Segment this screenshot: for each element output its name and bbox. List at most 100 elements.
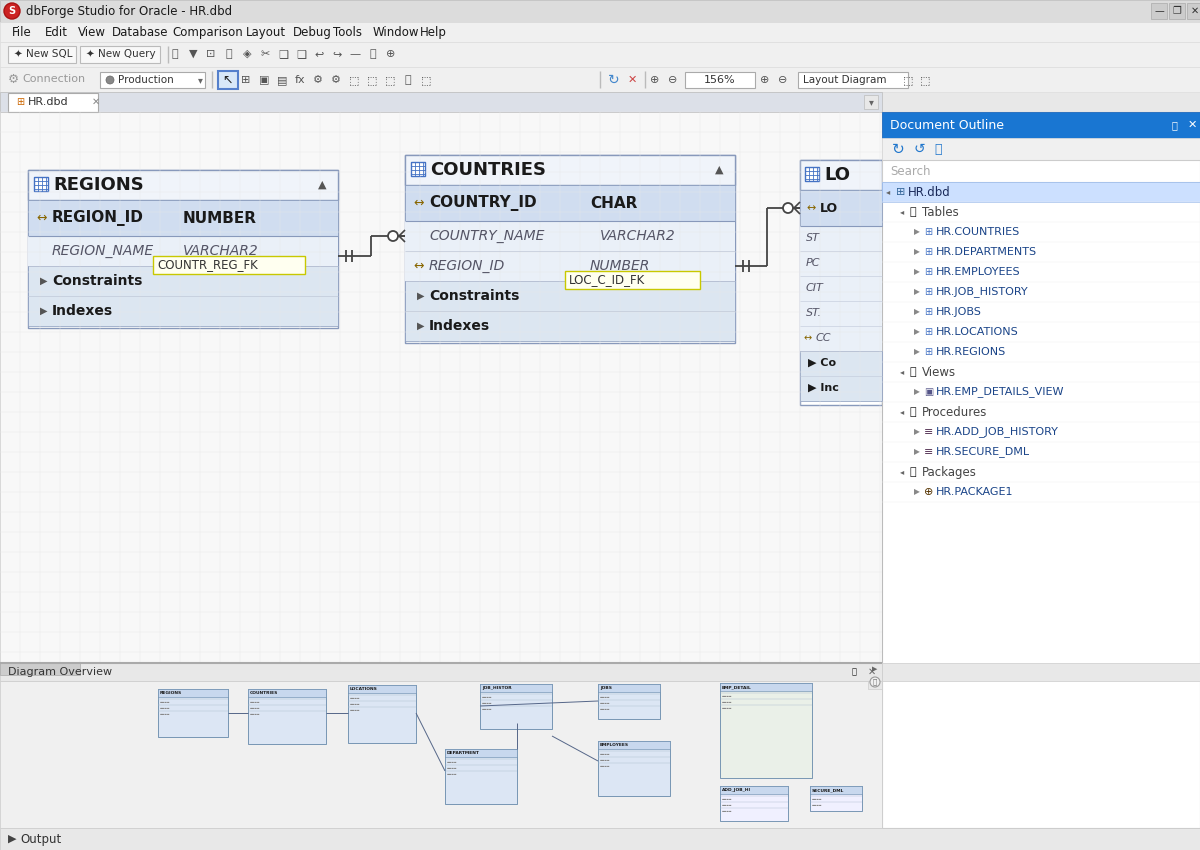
Text: REGION_NAME: REGION_NAME bbox=[52, 244, 154, 258]
Text: ↪: ↪ bbox=[332, 49, 342, 59]
Text: Help: Help bbox=[420, 26, 446, 38]
Bar bbox=[1151, 3, 1166, 19]
Bar bbox=[0, 92, 882, 112]
Text: ⊞: ⊞ bbox=[924, 347, 932, 357]
Circle shape bbox=[784, 203, 793, 213]
Bar bbox=[598, 684, 660, 719]
Text: ≡: ≡ bbox=[924, 447, 934, 457]
Bar bbox=[0, 67, 1200, 92]
Text: ⬜: ⬜ bbox=[370, 49, 377, 59]
Text: ⬚: ⬚ bbox=[385, 75, 395, 85]
Text: 📁: 📁 bbox=[910, 367, 917, 377]
Text: ⊞: ⊞ bbox=[924, 247, 932, 257]
Bar bbox=[100, 72, 205, 88]
Bar bbox=[0, 663, 868, 675]
Bar bbox=[406, 251, 734, 281]
Text: ▾: ▾ bbox=[198, 75, 203, 85]
Text: Connection: Connection bbox=[22, 74, 85, 84]
Text: ✕: ✕ bbox=[628, 75, 637, 85]
Text: ↖: ↖ bbox=[223, 73, 233, 87]
Text: ⚙: ⚙ bbox=[313, 75, 323, 85]
Text: Indexes: Indexes bbox=[52, 304, 113, 318]
Text: ⬚: ⬚ bbox=[920, 75, 930, 85]
Bar bbox=[34, 177, 48, 191]
Text: ▾: ▾ bbox=[869, 97, 874, 107]
Bar bbox=[868, 675, 882, 689]
Text: JOBS: JOBS bbox=[600, 686, 612, 690]
Text: REGIONS: REGIONS bbox=[160, 691, 182, 695]
Bar bbox=[406, 221, 734, 251]
Text: Layout: Layout bbox=[246, 26, 286, 38]
Text: COUNTRIES: COUNTRIES bbox=[250, 691, 278, 695]
Text: ▶: ▶ bbox=[914, 348, 920, 356]
Text: ✕: ✕ bbox=[1190, 6, 1199, 16]
Text: ⬛: ⬛ bbox=[404, 75, 412, 85]
Text: ⊕: ⊕ bbox=[386, 49, 396, 59]
Text: ◂: ◂ bbox=[886, 188, 890, 196]
Text: ⬚: ⬚ bbox=[349, 75, 359, 85]
Text: ✕: ✕ bbox=[1188, 120, 1198, 130]
Text: ▬▬▬▬: ▬▬▬▬ bbox=[446, 772, 457, 776]
Bar bbox=[406, 155, 734, 343]
Text: HR.PACKAGE1: HR.PACKAGE1 bbox=[936, 487, 1014, 497]
Text: ⊞: ⊞ bbox=[896, 187, 905, 197]
Bar bbox=[28, 170, 338, 328]
Text: 📁: 📁 bbox=[910, 467, 917, 477]
Text: COUNTR_REG_FK: COUNTR_REG_FK bbox=[157, 258, 258, 271]
Bar bbox=[720, 786, 788, 794]
Text: ▬▬▬▬: ▬▬▬▬ bbox=[600, 764, 611, 768]
Bar bbox=[0, 681, 882, 828]
Text: ❑: ❑ bbox=[278, 49, 288, 59]
Circle shape bbox=[4, 3, 20, 19]
Text: VARCHAR2: VARCHAR2 bbox=[600, 229, 676, 243]
Bar bbox=[685, 72, 755, 88]
Text: ▬▬▬▬: ▬▬▬▬ bbox=[446, 766, 457, 770]
Text: HR.REGIONS: HR.REGIONS bbox=[936, 347, 1007, 357]
Bar bbox=[810, 786, 862, 811]
Bar bbox=[598, 741, 670, 749]
Bar bbox=[406, 155, 734, 185]
Text: HR.JOB_HISTORY: HR.JOB_HISTORY bbox=[936, 286, 1028, 298]
Text: JOB_HISTOR: JOB_HISTOR bbox=[482, 686, 511, 690]
Text: ST.: ST. bbox=[806, 308, 822, 318]
Text: ◂: ◂ bbox=[900, 468, 905, 477]
Text: ▬▬▬▬: ▬▬▬▬ bbox=[250, 712, 260, 716]
Circle shape bbox=[388, 231, 398, 241]
Text: ↔: ↔ bbox=[806, 203, 815, 213]
Text: ▬▬▬▬: ▬▬▬▬ bbox=[812, 803, 822, 807]
Text: ▬▬▬▬: ▬▬▬▬ bbox=[350, 702, 360, 706]
Text: Debug: Debug bbox=[293, 26, 331, 38]
Text: Search: Search bbox=[890, 165, 930, 178]
Text: Tables: Tables bbox=[922, 206, 959, 218]
Text: Production: Production bbox=[118, 75, 174, 85]
Text: 156%: 156% bbox=[704, 75, 736, 85]
Text: ▬▬▬▬: ▬▬▬▬ bbox=[722, 803, 732, 807]
Text: ▼: ▼ bbox=[188, 49, 197, 59]
Text: ⊞: ⊞ bbox=[924, 267, 932, 277]
Bar bbox=[800, 351, 882, 401]
Bar bbox=[882, 182, 1200, 202]
Text: ▬▬▬▬: ▬▬▬▬ bbox=[482, 695, 492, 699]
Text: fx: fx bbox=[295, 75, 305, 85]
Text: ▬▬▬▬: ▬▬▬▬ bbox=[600, 758, 611, 762]
Bar bbox=[480, 684, 552, 729]
Text: REGION_ID: REGION_ID bbox=[52, 210, 144, 226]
Text: ▬▬▬▬: ▬▬▬▬ bbox=[722, 809, 732, 813]
Text: Views: Views bbox=[922, 366, 956, 378]
Bar bbox=[348, 685, 416, 693]
Text: ▶: ▶ bbox=[914, 228, 920, 236]
Text: CIT: CIT bbox=[806, 283, 823, 293]
Bar bbox=[248, 689, 326, 697]
Text: EMPLOYEES: EMPLOYEES bbox=[600, 743, 629, 747]
Text: ↩: ↩ bbox=[314, 49, 324, 59]
Text: Constraints: Constraints bbox=[430, 289, 520, 303]
Text: ⬚: ⬚ bbox=[367, 75, 377, 85]
Text: Output: Output bbox=[20, 832, 61, 846]
Text: ↻: ↻ bbox=[608, 73, 619, 87]
Text: ⚙: ⚙ bbox=[331, 75, 341, 85]
Text: ⊕: ⊕ bbox=[760, 75, 769, 85]
Text: ✦ New Query: ✦ New Query bbox=[86, 49, 156, 59]
Text: ▶: ▶ bbox=[8, 834, 17, 844]
Text: ↔: ↔ bbox=[36, 212, 47, 224]
Text: Layout Diagram: Layout Diagram bbox=[803, 75, 887, 85]
